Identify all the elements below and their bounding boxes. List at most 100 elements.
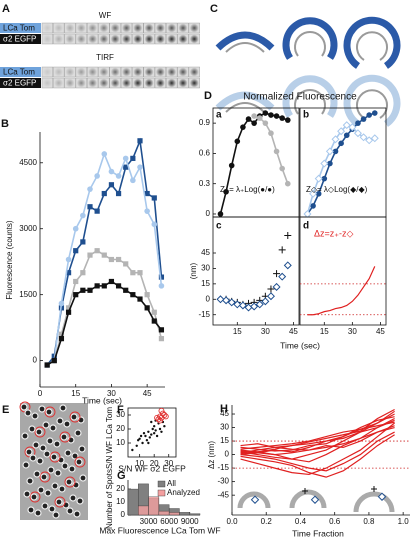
x-tick-label: 3000 [140,517,158,526]
histogram-bar [189,513,201,516]
y-tick-label: 10 [116,497,125,506]
marker [94,248,100,254]
micro-spot [74,429,82,437]
row-label-box [0,34,41,44]
panel-letter: B [1,118,9,130]
marker [359,133,368,142]
micro-spot [56,417,64,425]
marker [115,190,122,197]
strip-spot [99,78,109,88]
marker [228,162,235,169]
marker [94,283,100,289]
marker [130,155,136,161]
marker [130,292,136,298]
strip-spot [88,67,98,77]
marker [154,414,161,421]
marker [342,121,351,130]
strip-spot [144,34,154,44]
series-line [240,408,395,455]
strip-spot [155,34,165,44]
marker [238,301,247,310]
micro-spot [46,437,54,445]
strip-spot [122,23,131,33]
micro-spot [28,425,36,433]
marker [101,151,108,157]
micro-spot [76,497,84,505]
marker [137,138,143,144]
micro-spot [37,486,45,494]
micro-spot [24,409,32,417]
marker [87,252,93,258]
strip-spot [133,78,143,88]
micro-ring [64,476,76,488]
y-tick-label: 3000 [19,224,37,233]
y-tick-label: 15 [220,436,229,445]
marker [151,309,157,315]
marker [94,208,100,214]
x-axis-label: S/N WF σ2 EGFP [118,463,186,473]
micro-spot [68,465,76,473]
micro-spot [55,498,63,506]
marker [278,246,286,254]
marker [151,221,158,228]
strip-spot [144,67,154,77]
y-tick-label: 20 [116,424,125,433]
marker [136,439,140,442]
image-strips [0,22,200,89]
marker [80,239,86,245]
marker [158,427,162,431]
micro-ring [59,431,71,443]
strip-spot [178,67,188,77]
strip-spot [65,67,75,77]
marker [309,189,318,198]
panel-letter: A [2,3,10,15]
y-tick-label: 20 [116,484,125,493]
strip-spot [76,34,86,44]
marker [223,188,229,195]
histogram-bar [148,496,160,516]
x-tick-label: 15 [320,327,329,336]
marker [256,115,263,121]
x-tick-label: 0.0 [226,517,238,526]
legend-swatch [157,480,166,488]
panel-letter: H [220,403,228,415]
strip-spot [99,23,109,33]
marker [94,173,100,179]
y-tick-label: 0.3 [199,179,211,188]
strip-spot [155,78,165,88]
strip-spot [189,34,199,44]
strip-spot [42,67,52,77]
panel-letter: F [117,404,124,416]
x-tick-label: 0.8 [363,517,375,526]
strip-spot [42,23,52,33]
marker [130,177,136,184]
subpanel-letter: a [216,110,222,121]
marker [144,305,150,311]
marker [355,120,361,126]
marker [137,270,143,276]
marker [150,433,153,436]
marker [227,298,236,307]
strip-spot [65,34,75,44]
marker [261,297,270,306]
row-label-box [0,23,41,33]
marker [108,168,115,175]
x-tick-label: 45 [376,327,385,336]
marker [150,420,153,424]
marker [216,295,225,304]
micro-spot [27,506,35,514]
marker [144,190,150,197]
legend-label: All [167,479,176,488]
y-axis-label: Number of Spots [105,469,114,529]
x-tick-label: 6000 [160,517,178,526]
marker [314,174,323,183]
marker [284,232,292,240]
strip-spot [167,34,177,44]
strip-spot [99,67,109,77]
histogram-bar [179,512,190,516]
micro-spot [42,421,50,429]
marker [338,140,344,147]
marker [101,190,107,197]
y-tick-label: 1500 [19,290,37,299]
subpanel-letter: b [303,110,309,121]
